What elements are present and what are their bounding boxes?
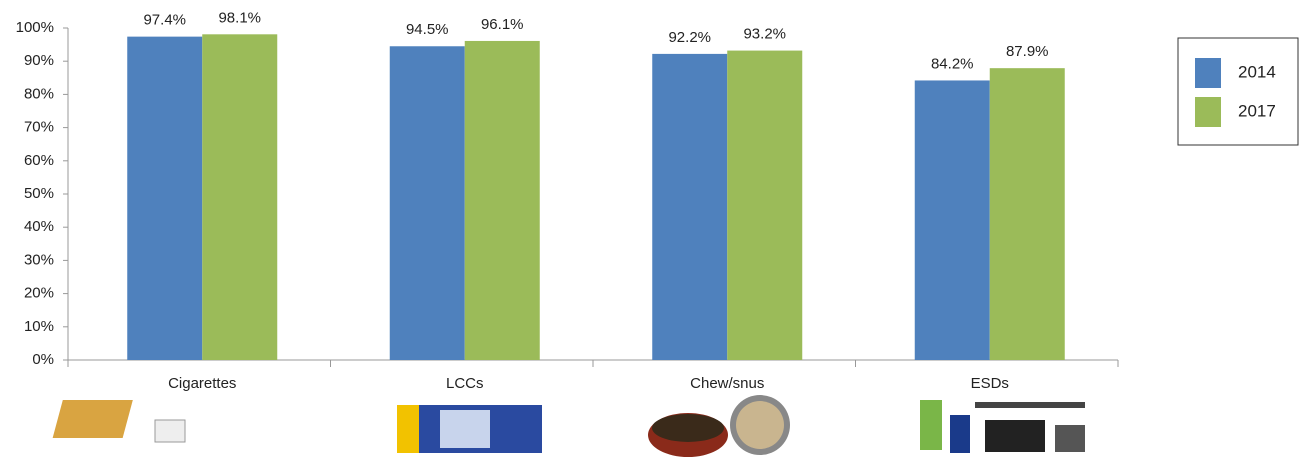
value-label: 96.1% [481, 16, 524, 33]
icon [397, 405, 419, 453]
icon-cigarettes [52, 400, 186, 443]
icon-esds [920, 400, 1085, 453]
bar [202, 34, 278, 361]
legend-box [1177, 37, 1299, 146]
x-tick-label: ESDs [971, 375, 1009, 392]
icon [1055, 425, 1085, 452]
value-label: 97.4% [143, 12, 186, 29]
icon [652, 414, 724, 442]
bar [727, 50, 803, 361]
y-tick-label: 0% [32, 351, 54, 368]
icon [975, 402, 1085, 408]
bar [914, 80, 990, 361]
bar [464, 40, 540, 361]
value-label: 98.1% [218, 9, 261, 26]
icon [52, 400, 133, 438]
icon [154, 419, 186, 443]
value-label: 94.5% [406, 21, 449, 38]
y-tick-label: 30% [24, 251, 54, 268]
y-tick-label: 100% [16, 19, 54, 36]
y-tick-label: 10% [24, 318, 54, 335]
icon [985, 420, 1045, 452]
icon [440, 410, 490, 448]
bar [127, 36, 203, 361]
icon-chew [648, 395, 790, 457]
y-tick-label: 60% [24, 152, 54, 169]
value-label: 87.9% [1006, 43, 1049, 60]
legend-label: 2014 [1238, 62, 1276, 81]
value-label: 93.2% [743, 26, 786, 43]
x-tick-label: Chew/snus [690, 375, 764, 392]
y-tick-label: 90% [24, 52, 54, 69]
x-tick-label: Cigarettes [168, 375, 236, 392]
icon [950, 415, 970, 453]
y-tick-label: 70% [24, 119, 54, 136]
y-tick-label: 40% [24, 218, 54, 235]
bar [989, 68, 1065, 360]
bar [652, 53, 728, 361]
bar [389, 46, 465, 360]
legend-label: 2017 [1238, 101, 1276, 120]
value-label: 92.2% [668, 29, 711, 46]
y-tick-label: 80% [24, 85, 54, 102]
x-tick-label: LCCs [446, 375, 484, 392]
icon [736, 401, 784, 449]
y-tick-label: 20% [24, 285, 54, 302]
legend-swatch [1195, 58, 1221, 88]
legend-swatch [1195, 97, 1221, 127]
icon-lccs [397, 405, 542, 453]
y-tick-label: 50% [24, 185, 54, 202]
value-label: 84.2% [931, 55, 974, 72]
icon [920, 400, 942, 450]
